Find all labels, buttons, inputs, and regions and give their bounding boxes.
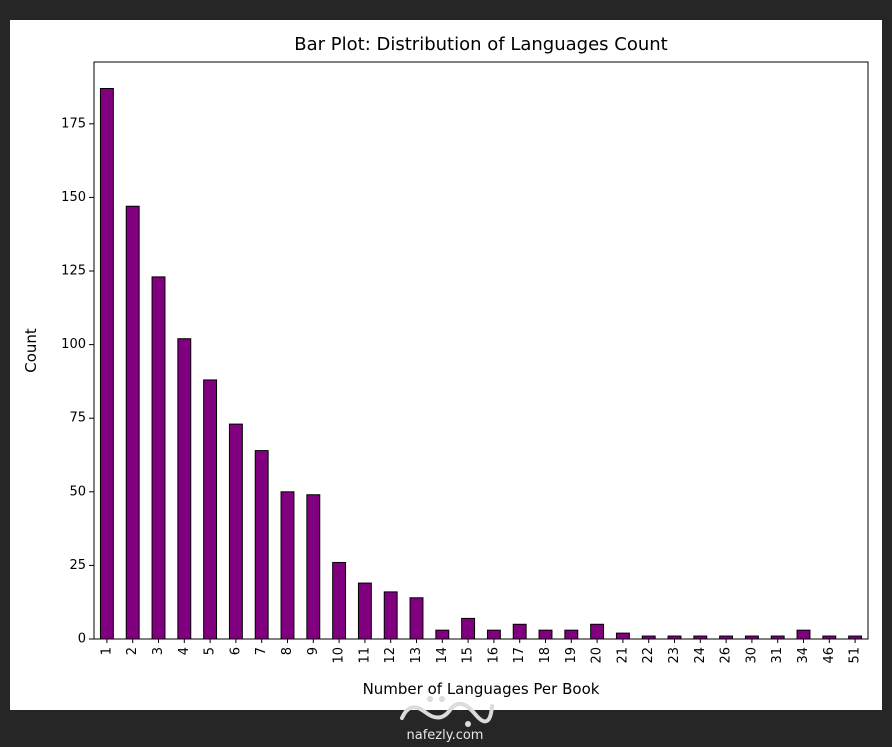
x-tick-label: 1 xyxy=(99,647,114,655)
watermark: nafezly.com xyxy=(380,690,510,745)
x-tick-label: 20 xyxy=(590,647,605,664)
bar-5 xyxy=(203,379,218,640)
plot-area-frame xyxy=(93,61,869,640)
bar-9 xyxy=(306,494,321,640)
x-tick-label: 15 xyxy=(461,647,476,664)
y-tick-label: 175 xyxy=(61,116,86,131)
x-tick-label: 13 xyxy=(409,647,424,664)
x-tick-label: 14 xyxy=(435,647,450,664)
x-tick-label: 9 xyxy=(306,647,321,655)
y-tick-label: 25 xyxy=(69,558,86,573)
bar-15 xyxy=(461,617,476,640)
bar-3 xyxy=(151,276,166,640)
x-tick-label: 34 xyxy=(796,647,811,664)
x-tick-label: 6 xyxy=(228,647,243,655)
bar-19 xyxy=(564,629,579,640)
x-tick-label: 23 xyxy=(667,647,682,664)
bar-10 xyxy=(332,561,347,640)
bar-34 xyxy=(796,629,811,640)
bar-18 xyxy=(538,629,553,640)
x-tick-label: 17 xyxy=(512,647,527,664)
x-tick-label: 21 xyxy=(615,647,630,664)
bar-6 xyxy=(228,423,243,640)
y-tick-label: 75 xyxy=(69,411,86,426)
y-tick-label: 100 xyxy=(61,337,86,352)
bar-17 xyxy=(512,623,527,640)
x-tick-label: 16 xyxy=(486,647,501,664)
y-tick-label: 0 xyxy=(78,632,86,647)
x-tick-label: 22 xyxy=(641,647,656,664)
x-tick-label: 4 xyxy=(177,647,192,655)
bars-layer xyxy=(99,87,863,640)
x-axis-label: Number of Languages Per Book xyxy=(363,680,600,698)
bar-1 xyxy=(99,87,114,640)
y-tick-label: 150 xyxy=(61,190,86,205)
bar-20 xyxy=(590,623,605,640)
x-tick-label: 12 xyxy=(383,647,398,664)
bar-13 xyxy=(409,597,424,640)
x-tick-label: 30 xyxy=(744,647,759,664)
x-tick-label: 46 xyxy=(822,647,837,664)
y-tick-label: 50 xyxy=(69,484,86,499)
x-tick-label: 5 xyxy=(203,647,218,655)
x-tick-label: 24 xyxy=(693,647,708,664)
x-tick-label: 18 xyxy=(538,647,553,664)
bar-2 xyxy=(125,205,140,640)
bar-7 xyxy=(254,450,269,640)
watermark-logo-icon xyxy=(400,696,494,727)
x-tick-label: 51 xyxy=(848,647,863,664)
y-tick-label: 125 xyxy=(61,264,86,279)
x-tick-label: 7 xyxy=(254,647,269,655)
x-tick-label: 8 xyxy=(280,647,295,655)
watermark-text: nafezly.com xyxy=(406,728,484,743)
x-tick-label: 31 xyxy=(770,647,785,664)
chart-title: Bar Plot: Distribution of Languages Coun… xyxy=(294,34,667,55)
y-axis-ticks: 0 25 50 75 100 125 150 175 xyxy=(61,116,94,647)
bar-11 xyxy=(357,582,372,640)
x-tick-label: 19 xyxy=(564,647,579,664)
bar-16 xyxy=(486,629,501,640)
y-axis-label: Count xyxy=(22,328,40,373)
bar-8 xyxy=(280,491,295,640)
figure-canvas: 0 25 50 75 100 125 150 175 1 2 3 4 5 6 7 8 9 10 11 12 13 14 1… xyxy=(10,20,882,710)
bar-4 xyxy=(177,338,192,640)
bar-14 xyxy=(435,629,450,640)
x-tick-label: 26 xyxy=(719,647,734,664)
x-axis-ticks: 1 2 3 4 5 6 7 8 9 10 11 12 13 14 15 16 17 18 19 20 21 22 23 24 2… xyxy=(99,639,863,664)
x-tick-label: 2 xyxy=(125,647,140,655)
bar-21 xyxy=(615,632,630,640)
x-tick-label: 11 xyxy=(357,647,372,664)
bar-12 xyxy=(383,591,398,640)
x-tick-label: 3 xyxy=(151,647,166,655)
x-tick-label: 10 xyxy=(332,647,347,664)
